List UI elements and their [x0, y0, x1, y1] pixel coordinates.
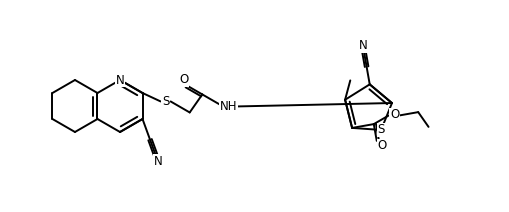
Text: N: N — [116, 74, 124, 86]
Text: N: N — [153, 155, 162, 168]
Text: S: S — [162, 95, 169, 108]
Text: NH: NH — [219, 100, 237, 113]
Text: O: O — [179, 73, 188, 86]
Text: S: S — [377, 123, 384, 137]
Text: N: N — [358, 39, 366, 52]
Text: O: O — [376, 139, 386, 152]
Text: O: O — [389, 108, 399, 121]
